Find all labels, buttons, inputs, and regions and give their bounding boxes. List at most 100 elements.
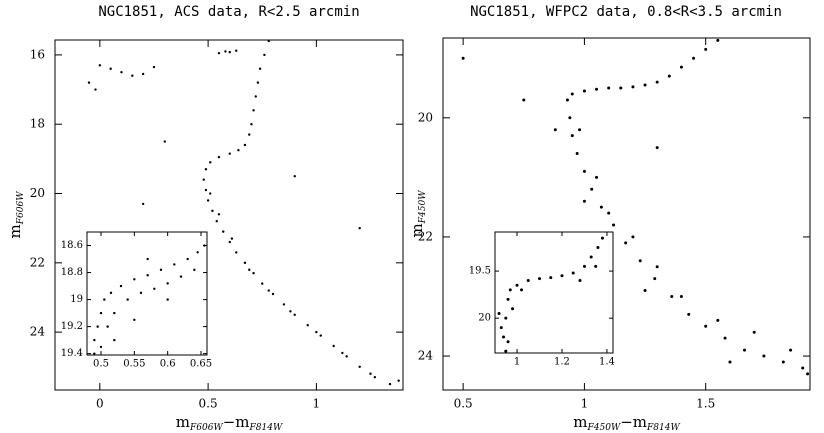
chart-title: NGC1851, WFPC2 data, 0.8<R<3.5 arcmin — [470, 4, 782, 20]
point — [497, 311, 501, 315]
point — [716, 38, 720, 42]
point — [131, 74, 134, 77]
axis-label-subscript: F606W — [189, 423, 223, 433]
point — [315, 330, 318, 334]
point — [173, 263, 176, 266]
axis-label-text: m — [6, 224, 24, 238]
point — [319, 334, 322, 337]
point — [781, 360, 785, 364]
point — [397, 379, 400, 382]
point — [228, 152, 231, 155]
x-tick-label: 0.65 — [190, 359, 212, 370]
axis-label: mF606W — [6, 191, 26, 239]
axis-label: mF450W−mF814W — [573, 413, 680, 433]
point — [504, 349, 508, 353]
point — [511, 307, 515, 311]
axis-label-text: −m — [223, 413, 250, 431]
inset-background — [87, 232, 207, 355]
point — [228, 50, 231, 54]
point — [679, 294, 683, 298]
point — [146, 257, 149, 261]
point — [271, 292, 275, 296]
y-tick-label: 18.6 — [61, 240, 83, 251]
point — [369, 372, 372, 375]
x-tick-label: 1.2 — [554, 357, 570, 368]
point — [595, 175, 599, 179]
y-tick-label: 16 — [30, 47, 45, 61]
point — [599, 205, 603, 209]
point — [235, 251, 238, 254]
point — [670, 294, 674, 298]
point — [163, 140, 166, 143]
point — [93, 352, 96, 355]
axis-label-subscript: F814W — [249, 423, 283, 433]
axis-label-text: m — [408, 223, 426, 237]
point — [568, 116, 572, 120]
point — [248, 133, 251, 136]
point — [345, 355, 348, 358]
point — [728, 360, 732, 364]
x-tick-label: 1 — [581, 397, 589, 411]
point — [515, 283, 519, 287]
point — [133, 318, 136, 322]
axis-label-text: m — [573, 413, 587, 431]
x-tick-label: 0.5 — [454, 397, 473, 411]
point — [267, 39, 270, 43]
point — [293, 174, 296, 178]
point — [570, 92, 574, 96]
axis-label-subscript: F450W — [418, 190, 428, 224]
point — [237, 148, 240, 152]
x-tick-label: 0.5 — [93, 359, 109, 370]
y-tick-label: 24 — [30, 325, 46, 339]
chart-title: NGC1851, ACS data, R<2.5 arcmin — [98, 4, 359, 20]
point — [93, 338, 96, 342]
point — [499, 326, 503, 330]
point — [252, 109, 255, 112]
point — [506, 297, 510, 301]
point — [106, 325, 109, 328]
point — [504, 316, 508, 320]
y-tick-label: 20 — [478, 313, 491, 324]
axis-label-text: −m — [620, 413, 647, 431]
point — [607, 86, 611, 90]
point — [679, 65, 683, 69]
point — [211, 209, 214, 213]
point — [222, 230, 225, 233]
point — [653, 277, 657, 281]
point — [341, 351, 344, 355]
point — [743, 348, 747, 352]
point — [643, 289, 647, 293]
point — [120, 71, 123, 74]
point — [582, 89, 586, 93]
point — [595, 87, 599, 91]
point — [801, 366, 805, 370]
point — [99, 311, 103, 315]
point — [193, 268, 196, 272]
point — [596, 246, 600, 250]
point — [806, 372, 810, 376]
point — [752, 330, 756, 334]
point — [502, 335, 506, 339]
point — [704, 47, 708, 51]
point — [590, 187, 594, 191]
axis-label-subscript: F450W — [587, 423, 621, 433]
point — [254, 95, 257, 98]
point — [655, 80, 659, 84]
point — [520, 288, 524, 292]
x-tick-label: 1 — [514, 357, 520, 368]
point — [215, 220, 218, 223]
point — [209, 192, 212, 195]
point — [141, 72, 145, 76]
axis-label-subscript: F814W — [646, 423, 680, 433]
point — [113, 311, 116, 315]
point — [126, 298, 129, 301]
plot-frame — [494, 231, 614, 354]
point — [549, 276, 553, 280]
point — [522, 98, 526, 102]
point — [332, 344, 335, 348]
axis-label-text: m — [176, 413, 190, 431]
plot-frame — [54, 39, 404, 391]
point — [631, 85, 635, 89]
point — [217, 51, 221, 55]
